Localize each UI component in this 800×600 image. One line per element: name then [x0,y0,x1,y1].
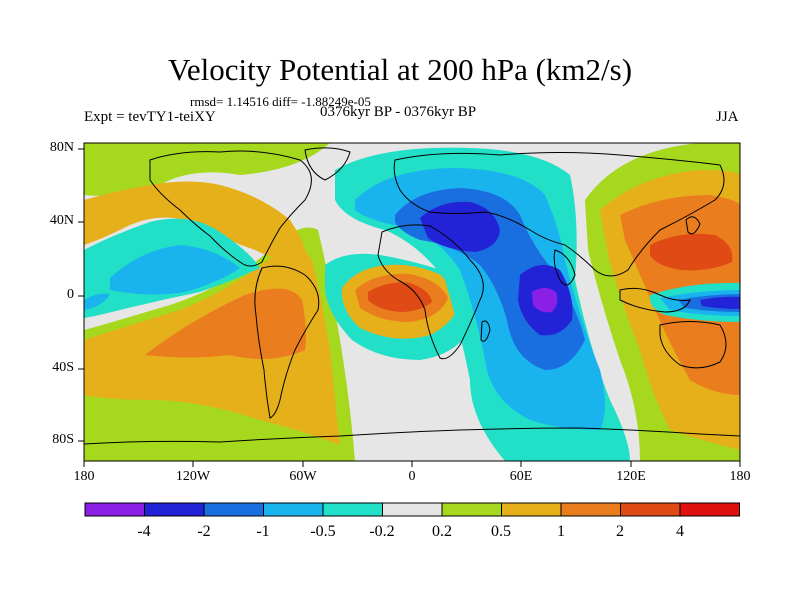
colorbar-box-11 [679,502,740,517]
period-label: 0376kyr BP - 0376kyr BP [320,104,477,120]
lon-label-0: 0 [408,469,416,484]
colorbar-box-7 [441,502,502,517]
coast-eurasia [393,152,725,277]
stats-line: rmsd= 1.14516 diff= -1.88249e-05 [190,94,371,109]
region-sky-west [110,245,240,295]
coast-south-america [254,265,320,419]
colorbar [84,502,740,517]
coast-india [553,249,576,286]
coast-antarctica [84,427,740,445]
colorbar-label-6: 0.2 [432,523,452,540]
colorbar-box-2 [144,502,205,517]
season-label: JJA [716,109,739,125]
region-red-atlantic [368,282,432,312]
contour-field [84,143,740,461]
region-deepblue-pacific [700,296,740,309]
coast-japan [685,216,701,235]
colorbar-box-10 [620,502,681,517]
plot-title: Velocity Potential at 200 hPa (km2/s) [167,52,633,87]
lon-label-60e: 60E [509,469,533,484]
lon-label-60w: 60W [289,469,317,484]
colorbar-box-1 [84,502,145,517]
colorbar-box-8 [501,502,562,517]
colorbar-label-2: -2 [197,523,211,540]
colorbar-label-5: -0.2 [369,523,395,540]
lat-label-40s: 40S [52,360,74,375]
axis-ticks [78,148,741,467]
lat-label-40n: 40N [49,213,74,228]
lon-label-180w: 180 [73,469,95,484]
colorbar-label-4: -0.5 [310,523,336,540]
colorbar-label-1: -4 [137,523,151,540]
lat-label-80n: 80N [49,140,74,155]
lat-label-0: 0 [67,287,74,302]
colorbar-box-5 [322,502,383,517]
lon-label-120w: 120W [175,469,211,484]
lat-label-80s: 80S [52,432,74,447]
region-red-east [650,233,733,271]
colorbar-box-3 [203,502,264,517]
colorbar-label-7: 0.5 [491,523,511,540]
coastlines [84,147,740,445]
region-green-west [84,143,330,196]
colorbar-label-8: 1 [557,523,565,540]
region-violet-indian [532,288,558,313]
experiment-label: Expt = tevTY1-teiXY [84,109,216,125]
colorbar-label-9: 2 [616,523,624,540]
region-darkorange-west [145,288,306,359]
region-orange-north-america [84,181,309,268]
colorbar-label-10: 4 [676,523,684,540]
colorbar-label-3: -1 [256,523,270,540]
coast-north-america [149,150,312,267]
colorbar-box-4 [263,502,324,517]
region-sky-eastern-edge [84,293,110,310]
coast-maritime-continent [619,287,691,313]
coast-australia [659,321,727,369]
coast-madagascar [480,320,491,342]
colorbar-box-6 [382,502,443,517]
coast-greenland [304,147,351,181]
lon-label-120e: 120E [616,469,646,484]
coast-africa [377,224,484,360]
colorbar-box-9 [560,502,621,517]
region-deepblue-eurasia [420,201,500,252]
lon-label-180e: 180 [729,469,751,484]
